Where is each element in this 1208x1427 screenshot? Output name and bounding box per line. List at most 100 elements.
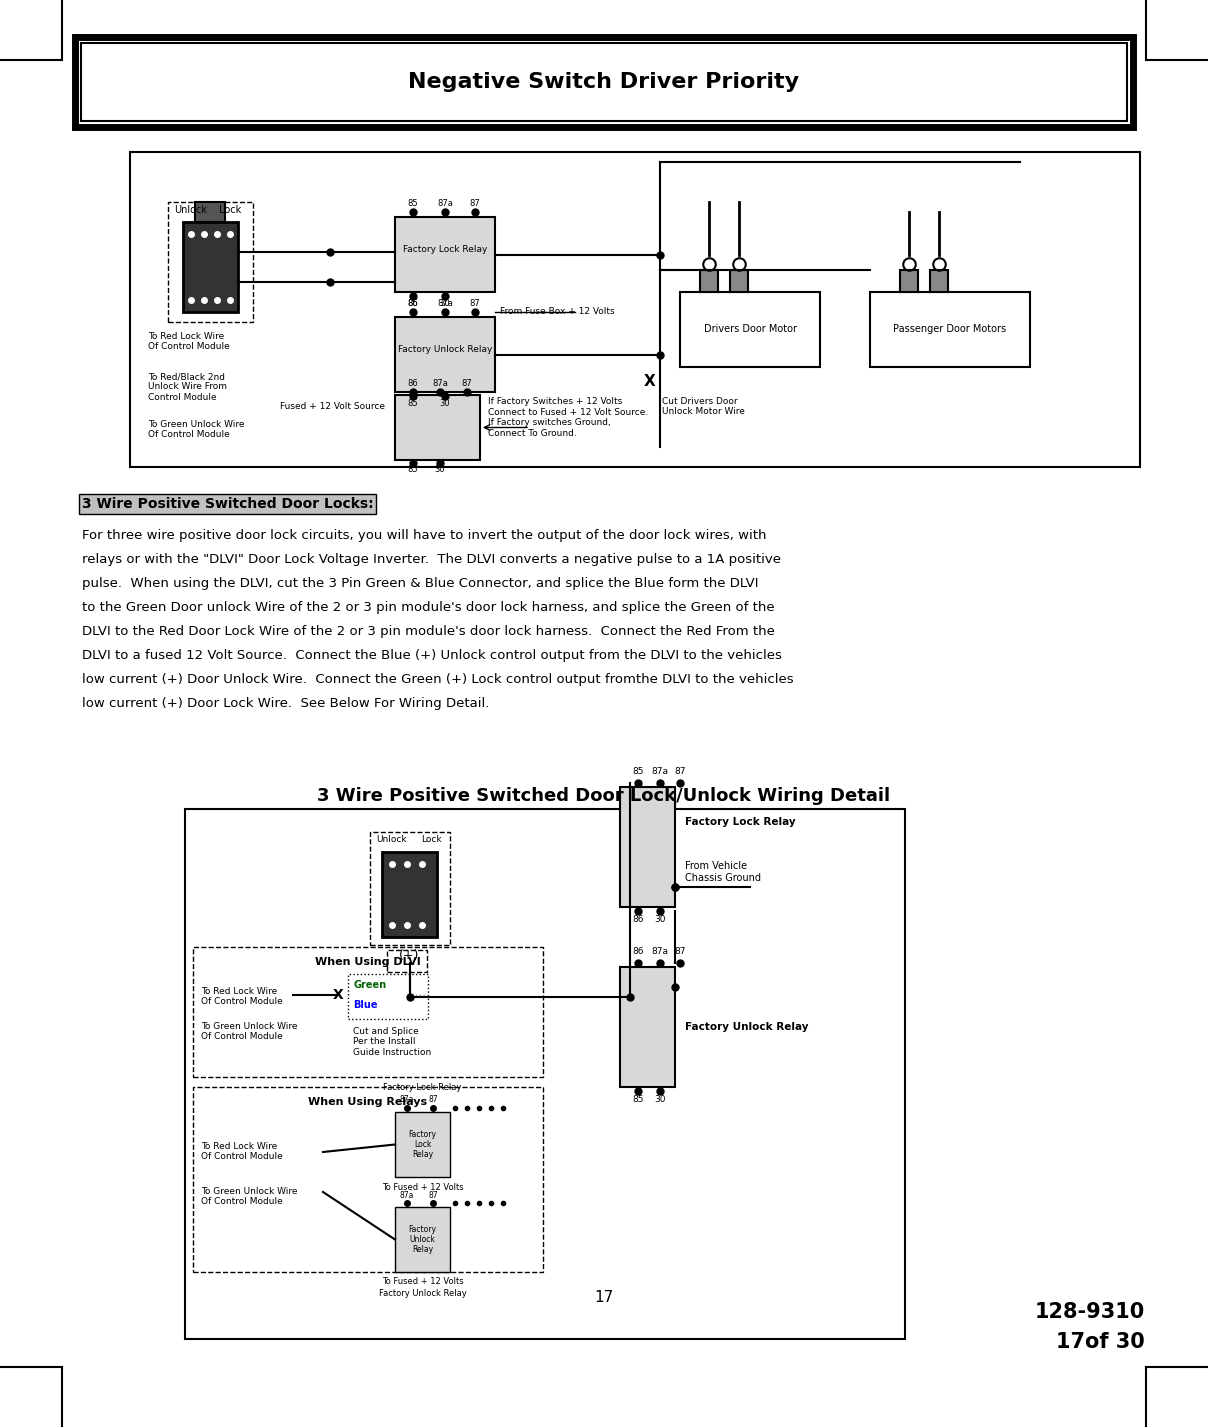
Bar	[185, 809, 905, 1339]
Text: To Green Unlock Wire
Of Control Module: To Green Unlock Wire Of Control Module	[201, 1187, 297, 1206]
Text: Cut Drivers Door
Unlock Motor Wire: Cut Drivers Door Unlock Motor Wire	[662, 397, 745, 417]
Text: 3 Wire Positive Switched Door Lock/Unlock Wiring Detail: 3 Wire Positive Switched Door Lock/Unloc…	[318, 788, 890, 805]
Text: Cut and Splice
Per the Install
Guide Instruction: Cut and Splice Per the Install Guide Ins…	[353, 1027, 431, 1057]
Text: Factory Lock Relay: Factory Lock Relay	[685, 818, 796, 828]
Text: Negative Switch Driver Priority: Negative Switch Driver Priority	[408, 71, 800, 91]
Text: Lock: Lock	[220, 205, 242, 215]
Text: 30: 30	[655, 915, 666, 923]
Bar	[387, 950, 426, 972]
Text: 87a: 87a	[437, 298, 453, 307]
Text: DLVI to the Red Door Lock Wire of the 2 or 3 pin module's door lock harness.  Co: DLVI to the Red Door Lock Wire of the 2 …	[82, 625, 774, 638]
Text: To Fused + 12 Volts: To Fused + 12 Volts	[382, 1277, 464, 1287]
Text: Blue: Blue	[353, 1000, 377, 1010]
Bar	[395, 317, 495, 392]
Text: 87: 87	[428, 1096, 437, 1104]
Text: 87a: 87a	[400, 1096, 414, 1104]
Text: If Factory Switches + 12 Volts
Connect to Fused + 12 Volt Source.
If Factory swi: If Factory Switches + 12 Volts Connect t…	[488, 397, 649, 438]
Bar	[194, 203, 225, 223]
Text: Factory Lock Relay: Factory Lock Relay	[402, 245, 487, 254]
Text: Green: Green	[353, 980, 387, 990]
Text: To Red Lock Wire
Of Control Module: To Red Lock Wire Of Control Module	[201, 1142, 283, 1162]
Bar	[130, 153, 1140, 467]
Text: Factory Unlock Relay: Factory Unlock Relay	[397, 345, 492, 354]
Bar	[182, 223, 238, 313]
Text: 87: 87	[674, 948, 686, 956]
Bar	[900, 270, 918, 293]
Text: Passenger Door Motors: Passenger Door Motors	[894, 324, 1006, 334]
Bar	[81, 43, 1127, 121]
Text: Factory Lock Relay: Factory Lock Relay	[383, 1083, 461, 1092]
Text: to the Green Door unlock Wire of the 2 or 3 pin module's door lock harness, and : to the Green Door unlock Wire of the 2 o…	[82, 601, 774, 614]
Bar	[193, 1087, 544, 1271]
Bar	[620, 968, 675, 1087]
Text: 87a: 87a	[400, 1190, 414, 1200]
Bar	[395, 1112, 451, 1177]
Text: 87: 87	[470, 198, 481, 207]
Text: 85: 85	[632, 768, 644, 776]
Text: Drivers Door Motor: Drivers Door Motor	[703, 324, 796, 334]
Text: To Green Unlock Wire
Of Control Module: To Green Unlock Wire Of Control Module	[149, 420, 244, 440]
Text: 86: 86	[407, 300, 418, 308]
Text: 86: 86	[407, 298, 418, 307]
Text: 87a: 87a	[432, 378, 448, 388]
Text: 30: 30	[440, 400, 451, 408]
Text: 85: 85	[407, 465, 418, 475]
Text: When Using Relays: When Using Relays	[308, 1097, 428, 1107]
Text: Unlock: Unlock	[376, 835, 407, 843]
Bar	[382, 852, 437, 938]
Bar	[348, 975, 428, 1019]
Text: 87a: 87a	[651, 768, 668, 776]
Text: Factory Unlock Relay: Factory Unlock Relay	[685, 1022, 808, 1032]
Bar	[395, 395, 480, 459]
Text: DLVI to a fused 12 Volt Source.  Connect the Blue (+) Unlock control output from: DLVI to a fused 12 Volt Source. Connect …	[82, 649, 782, 662]
Text: 87a: 87a	[437, 198, 453, 207]
Bar	[680, 293, 820, 367]
Text: From Fuse Box + 12 Volts: From Fuse Box + 12 Volts	[500, 307, 615, 317]
Bar	[395, 1207, 451, 1271]
Text: To Green Unlock Wire
Of Control Module: To Green Unlock Wire Of Control Module	[201, 1022, 297, 1042]
Text: X: X	[332, 987, 343, 1002]
Bar	[730, 270, 748, 293]
Text: 85: 85	[632, 1095, 644, 1103]
Text: To Red Lock Wire
Of Control Module: To Red Lock Wire Of Control Module	[149, 332, 230, 351]
Text: Fused + 12 Volt Source: Fused + 12 Volt Source	[280, 402, 385, 411]
Bar	[370, 832, 451, 945]
Text: 30: 30	[435, 465, 446, 475]
Text: (+): (+)	[400, 949, 419, 962]
Text: 86: 86	[632, 948, 644, 956]
Text: 3 Wire Positive Switched Door Locks:: 3 Wire Positive Switched Door Locks:	[82, 497, 373, 511]
Bar	[395, 217, 495, 293]
Text: When Using DLVI: When Using DLVI	[315, 958, 420, 968]
Text: To Red/Black 2nd
Unlock Wire From
Control Module: To Red/Black 2nd Unlock Wire From Contro…	[149, 372, 227, 402]
Text: 87: 87	[461, 378, 472, 388]
Bar	[193, 948, 544, 1077]
Text: 87a: 87a	[651, 948, 668, 956]
Bar	[620, 788, 675, 908]
Bar	[75, 37, 1133, 127]
Text: 86: 86	[407, 378, 418, 388]
Text: 30: 30	[440, 300, 451, 308]
Text: 85: 85	[407, 198, 418, 207]
Text: Factory Unlock Relay: Factory Unlock Relay	[378, 1290, 466, 1299]
Bar	[870, 293, 1030, 367]
Text: 17of 30: 17of 30	[1056, 1331, 1145, 1351]
Text: Unlock: Unlock	[174, 205, 207, 215]
Bar	[168, 203, 252, 323]
Text: low current (+) Door Lock Wire.  See Below For Wiring Detail.: low current (+) Door Lock Wire. See Belo…	[82, 696, 489, 711]
Text: relays or with the "DLVI" Door Lock Voltage Inverter.  The DLVI converts a negat: relays or with the "DLVI" Door Lock Volt…	[82, 554, 782, 567]
Text: Factory
Unlock
Relay: Factory Unlock Relay	[408, 1224, 436, 1254]
Text: For three wire positive door lock circuits, you will have to invert the output o: For three wire positive door lock circui…	[82, 529, 767, 542]
Bar	[699, 270, 718, 293]
Text: From Vehicle
Chassis Ground: From Vehicle Chassis Ground	[685, 862, 761, 883]
Text: 128-9310: 128-9310	[1035, 1301, 1145, 1321]
Text: 17: 17	[594, 1290, 614, 1304]
Text: low current (+) Door Unlock Wire.  Connect the Green (+) Lock control output fro: low current (+) Door Unlock Wire. Connec…	[82, 674, 794, 686]
Text: Lock: Lock	[422, 835, 442, 843]
Text: pulse.  When using the DLVI, cut the 3 Pin Green & Blue Connector, and splice th: pulse. When using the DLVI, cut the 3 Pi…	[82, 577, 759, 589]
Text: 87: 87	[428, 1190, 437, 1200]
Text: To Fused + 12 Volts: To Fused + 12 Volts	[382, 1183, 464, 1192]
Text: 85: 85	[407, 400, 418, 408]
Text: 87: 87	[674, 768, 686, 776]
Text: To Red Lock Wire
Of Control Module: To Red Lock Wire Of Control Module	[201, 987, 283, 1006]
Text: X: X	[644, 374, 656, 390]
